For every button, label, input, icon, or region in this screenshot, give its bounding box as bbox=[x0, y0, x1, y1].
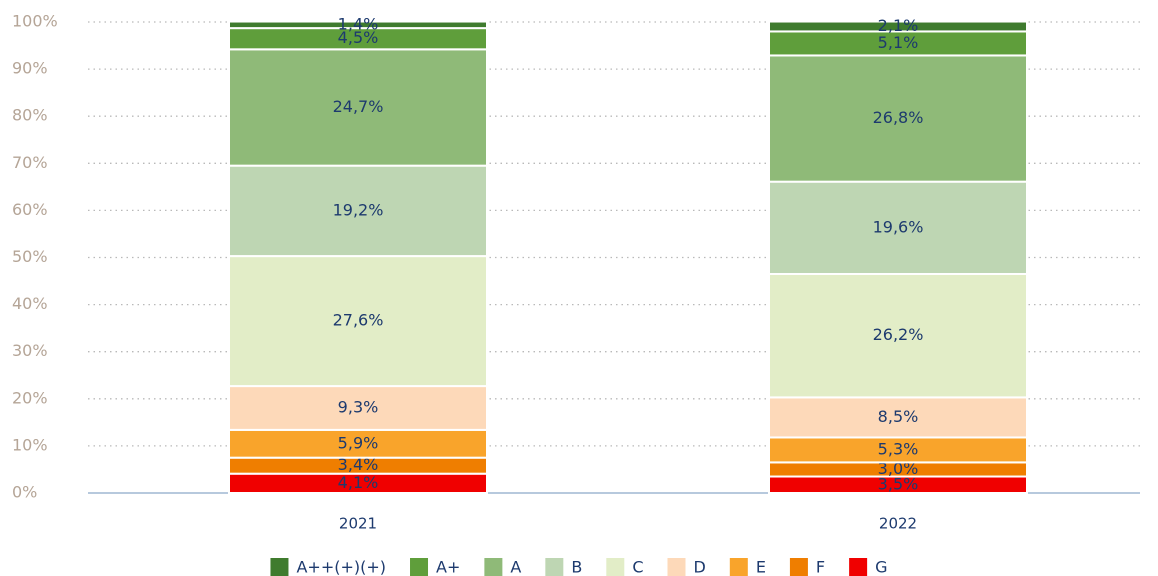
bar-segment bbox=[768, 20, 1028, 33]
bar-segment bbox=[768, 180, 1028, 275]
data-label: 26,2% bbox=[873, 325, 924, 344]
bar-segment bbox=[228, 48, 488, 167]
y-tick-label: 10% bbox=[12, 435, 48, 454]
bar-segment bbox=[768, 436, 1028, 464]
legend-label: B bbox=[571, 558, 582, 576]
legend-swatch bbox=[667, 558, 686, 576]
legend-label: D bbox=[693, 558, 705, 576]
bar-segment bbox=[768, 54, 1028, 183]
y-tick-label: 40% bbox=[12, 294, 48, 313]
data-label: 5,3% bbox=[878, 439, 919, 458]
legend-label: E bbox=[756, 558, 766, 576]
legend-label: A+ bbox=[436, 558, 460, 576]
y-tick-label: 100% bbox=[12, 12, 58, 31]
data-label: 19,2% bbox=[333, 200, 384, 219]
legend-swatch bbox=[545, 558, 564, 576]
y-tick-label: 20% bbox=[12, 388, 48, 407]
bar-segment bbox=[768, 396, 1028, 439]
data-label: 24,7% bbox=[333, 97, 384, 116]
legend-label: G bbox=[875, 558, 887, 576]
legend: A++(+)(+) A+ A B C D E F G bbox=[270, 558, 888, 576]
data-label: 19,6% bbox=[873, 217, 924, 236]
legend-swatch bbox=[729, 558, 748, 576]
legend-label: F bbox=[816, 558, 825, 576]
data-label: 5,1% bbox=[878, 33, 919, 52]
bar-segment bbox=[768, 272, 1028, 399]
data-label: 9,3% bbox=[338, 397, 379, 416]
bar-segment bbox=[228, 255, 488, 388]
legend-swatch bbox=[270, 558, 289, 576]
y-tick-label: 90% bbox=[12, 59, 48, 78]
legend-swatch bbox=[410, 558, 429, 576]
data-label: 4,5% bbox=[338, 28, 379, 47]
data-label: 1,4% bbox=[338, 14, 379, 33]
data-label: 5,9% bbox=[338, 433, 379, 452]
bar-segment bbox=[228, 164, 488, 258]
legend-swatch bbox=[789, 558, 808, 576]
y-tick-label: 70% bbox=[12, 153, 48, 172]
legend-label: C bbox=[632, 558, 643, 576]
legend-label: A bbox=[510, 558, 521, 576]
data-label: 26,8% bbox=[873, 108, 924, 127]
y-tick-label: 0% bbox=[12, 483, 37, 502]
x-tick-label: 2022 bbox=[879, 515, 917, 533]
data-label: 4,1% bbox=[338, 473, 379, 492]
bar-segment bbox=[768, 30, 1028, 57]
legend-swatch bbox=[606, 558, 625, 576]
legend-swatch bbox=[484, 558, 503, 576]
bar-segment bbox=[228, 385, 488, 431]
data-label: 3,4% bbox=[338, 455, 379, 474]
data-label: 27,6% bbox=[333, 311, 384, 330]
legend-swatch bbox=[849, 558, 868, 576]
x-tick-label: 2021 bbox=[339, 515, 377, 533]
y-tick-label: 50% bbox=[12, 247, 48, 266]
y-tick-label: 60% bbox=[12, 200, 48, 219]
y-tick-label: 30% bbox=[12, 341, 48, 360]
data-label: 3,5% bbox=[878, 474, 919, 493]
y-tick-label: 80% bbox=[12, 106, 48, 125]
legend-label: A++(+)(+) bbox=[296, 558, 386, 576]
bar-segment bbox=[228, 20, 488, 30]
data-label: 3,0% bbox=[878, 459, 919, 478]
data-label: 8,5% bbox=[878, 407, 919, 426]
data-label: 2,1% bbox=[878, 16, 919, 35]
